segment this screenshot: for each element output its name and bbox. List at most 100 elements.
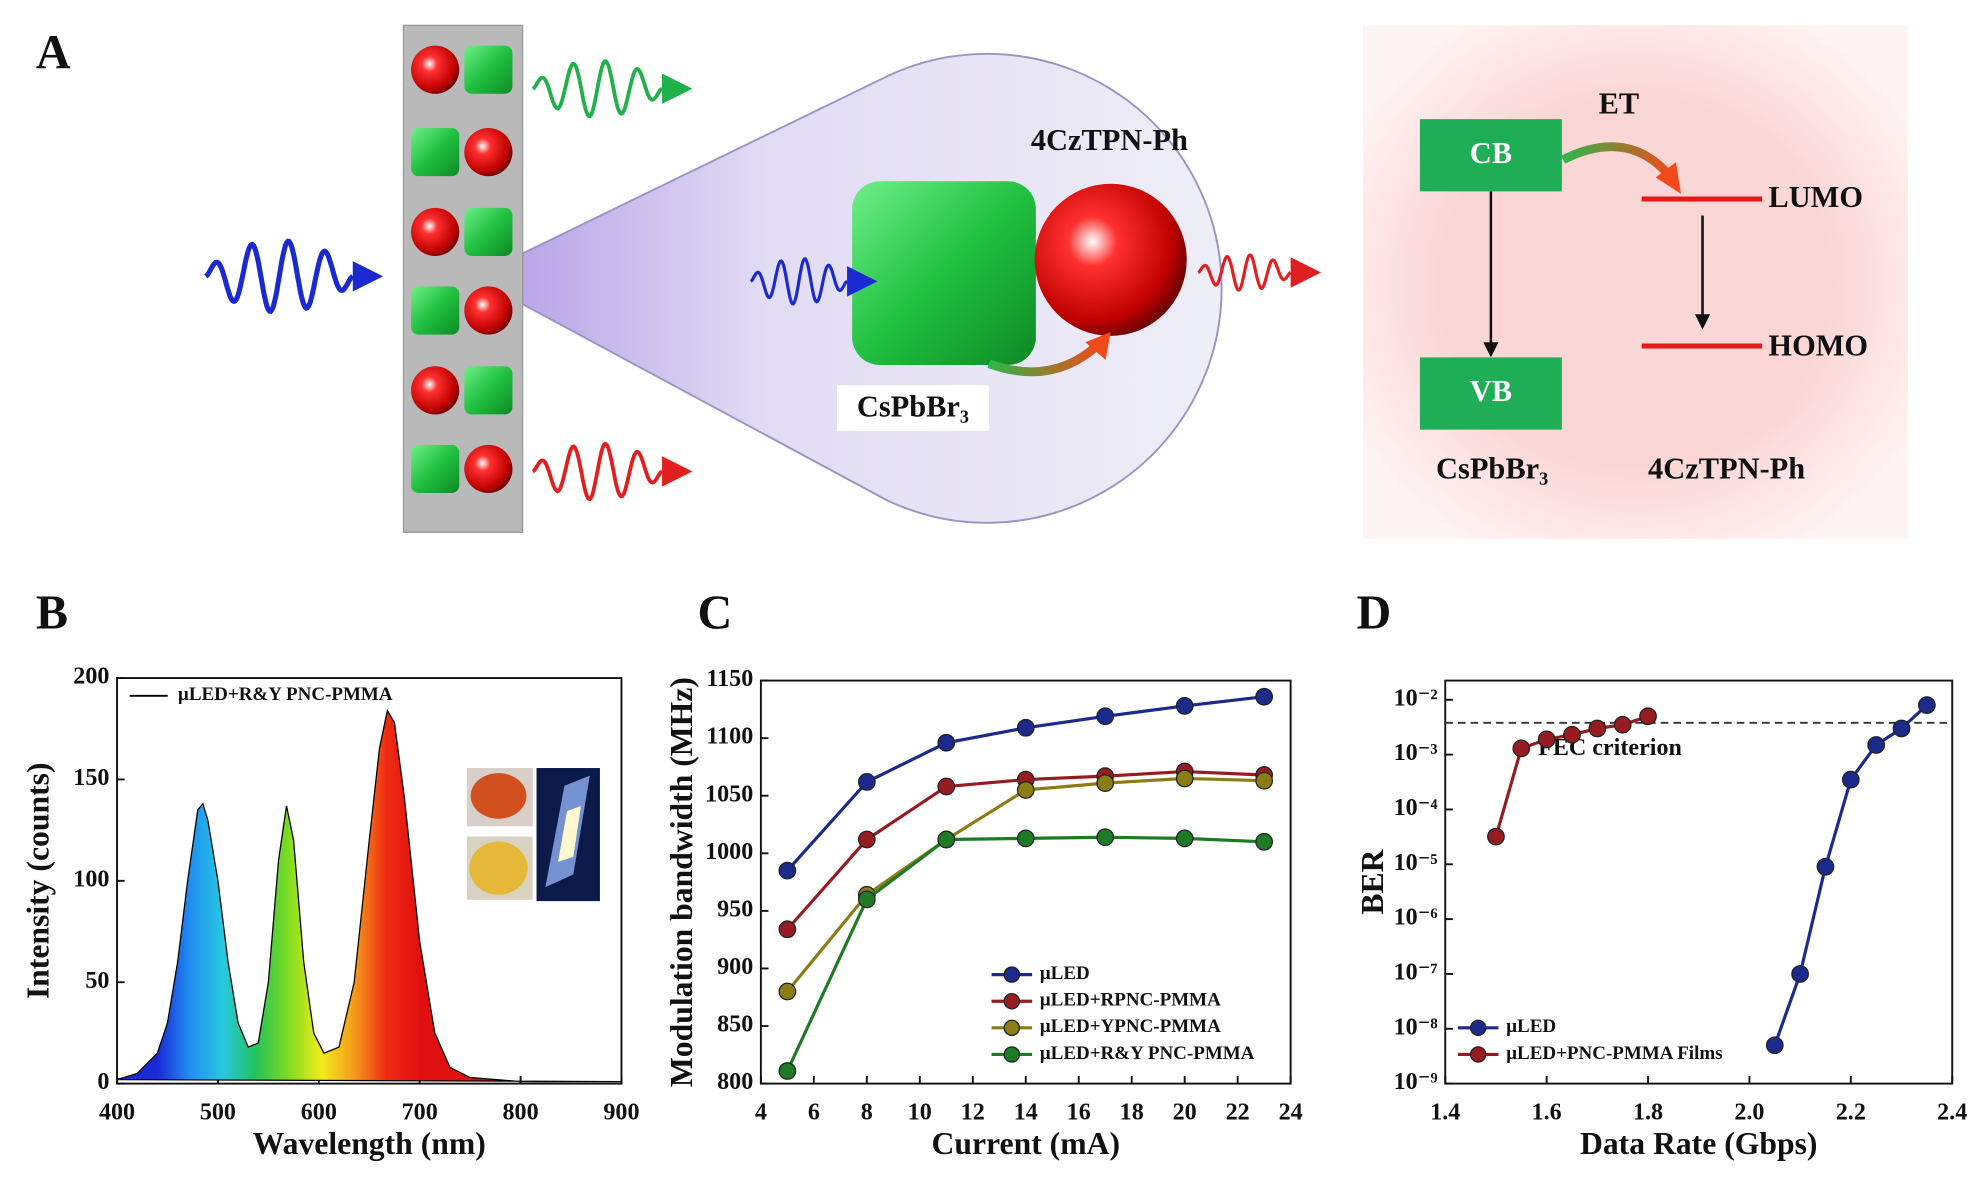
y-tick-label: 10⁻⁸	[1394, 1014, 1438, 1040]
marker	[937, 777, 956, 796]
x-tick-label: 10	[908, 1100, 932, 1126]
y-tick-label: 1050	[705, 781, 753, 807]
marker	[1613, 715, 1632, 734]
marker	[1563, 725, 1581, 744]
wave	[749, 257, 848, 306]
x-tick-label: 2.2	[1836, 1100, 1866, 1126]
marker	[1175, 769, 1194, 788]
y-axis-title: BER	[1355, 848, 1390, 914]
legend-label: µLED+R&Y PNC-PMMA	[1040, 1043, 1255, 1064]
marker	[1816, 857, 1835, 876]
legend-marker	[1003, 1046, 1021, 1063]
arrow-head	[847, 266, 878, 297]
marker	[857, 890, 876, 909]
marker	[1867, 736, 1886, 754]
label-backing	[836, 385, 989, 431]
y-tick-label: 10⁻⁹	[1394, 1069, 1438, 1095]
wave	[204, 238, 355, 314]
y-tick-label: 10⁻⁷	[1394, 959, 1438, 985]
sphere	[411, 366, 460, 415]
threshold-label: FEC criterion	[1538, 735, 1682, 761]
arrow-head	[662, 73, 693, 104]
arrow-head	[352, 261, 384, 292]
crystal-label: CsPbBr₃	[857, 389, 969, 423]
legend-marker	[1003, 966, 1021, 983]
marker	[1096, 774, 1115, 792]
y-tick-label: 10⁻⁴	[1394, 795, 1438, 821]
y-tick-label: 1100	[706, 724, 753, 750]
x-tick-label: 900	[603, 1100, 639, 1126]
marker	[1841, 770, 1860, 789]
y-tick-label: 10⁻⁶	[1394, 905, 1438, 931]
cube	[464, 207, 513, 257]
chart: 4 6 8 10 12 14 16 18 20 22 24 800 850 900 950 1000 1050 1…	[664, 666, 1303, 1161]
y-tick-label: 200	[73, 664, 109, 690]
particles	[411, 45, 513, 494]
sphere	[464, 286, 513, 335]
legend-label: µLED+YPNC-PMMA	[1040, 1016, 1221, 1037]
wave	[1197, 253, 1292, 292]
marker	[1512, 739, 1531, 758]
homo-label: HOMO	[1768, 329, 1868, 363]
marker	[1765, 1036, 1784, 1055]
marker	[1487, 827, 1505, 846]
x-tick-label: 700	[402, 1100, 438, 1126]
lumo-label: LUMO	[1768, 180, 1863, 214]
arrow-head	[1483, 342, 1499, 358]
x-tick-label: 1.6	[1532, 1100, 1562, 1126]
panel-label: D	[1357, 586, 1392, 639]
arrow-head	[1694, 314, 1711, 330]
marker	[778, 920, 797, 939]
y-tick-label: 10⁻²	[1394, 685, 1438, 711]
marker	[1175, 829, 1194, 848]
legend-marker	[1003, 1019, 1021, 1037]
y-tick-label: 150	[73, 765, 109, 791]
arrow-head	[1085, 332, 1111, 360]
panel-label: A	[36, 26, 71, 79]
marker	[778, 982, 797, 1001]
x-axis-title: Data Rate (Gbps)	[1580, 1126, 1818, 1161]
x-tick-label: 2.0	[1734, 1100, 1764, 1126]
et-label: ET	[1599, 86, 1640, 120]
x-tick-label: 1.4	[1430, 1100, 1460, 1126]
energy-background	[1362, 25, 1908, 539]
marker	[778, 1062, 797, 1080]
y-axis-title: Modulation bandwidth (MHz)	[664, 677, 699, 1087]
sphere	[464, 128, 513, 177]
chart: 400 500 600 700 800 900 0 50 100 150 200 Wavelength…	[20, 664, 639, 1162]
y-tick-label: 900	[717, 954, 753, 980]
marker	[1791, 965, 1809, 983]
y-tick-label: 50	[85, 968, 109, 994]
y-tick-label: 1150	[706, 666, 753, 692]
sphere	[1034, 183, 1187, 336]
y-tick-label: 100	[73, 866, 109, 892]
marker	[1016, 781, 1035, 799]
panel-label: C	[698, 586, 733, 639]
wave	[531, 441, 663, 501]
cb-box	[1419, 119, 1562, 192]
x-tick-label: 1.8	[1633, 1100, 1663, 1126]
cube	[852, 181, 1036, 366]
marker	[1096, 707, 1115, 726]
chart: 1.4 1.6 1.8 2.0 2.2 2.4 10⁻⁹ 10⁻⁸ 10⁻⁷ 10⁻⁶ 10⁻⁵ 10…	[1355, 679, 1967, 1161]
marker	[1892, 719, 1911, 738]
marker	[1917, 696, 1936, 714]
legend-label: µLED+RPNC-PMMA	[1040, 990, 1221, 1011]
photo	[558, 806, 581, 862]
marker	[1537, 730, 1556, 749]
arrow-head	[662, 456, 693, 487]
x-tick-label: 4	[755, 1100, 767, 1126]
x-tick-label: 16	[1067, 1100, 1091, 1126]
marker	[857, 773, 876, 791]
x-tick-label: 2.4	[1937, 1100, 1967, 1126]
photo	[470, 773, 527, 819]
sphere	[411, 45, 460, 94]
x-tick-label: 24	[1279, 1100, 1303, 1126]
x-tick-label: 8	[861, 1100, 873, 1126]
x-tick-label: 18	[1120, 1100, 1144, 1126]
panel-label: B	[36, 586, 68, 639]
plot-frame	[1444, 679, 1954, 1085]
et-arrow	[1561, 142, 1675, 181]
arrow-head	[1655, 162, 1681, 194]
